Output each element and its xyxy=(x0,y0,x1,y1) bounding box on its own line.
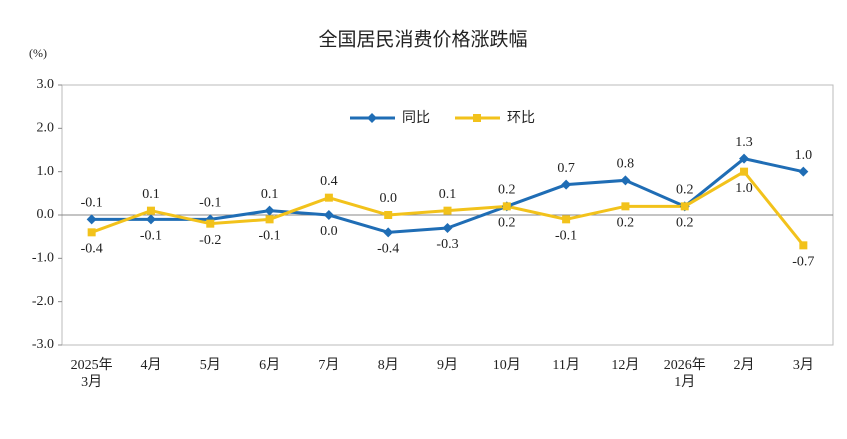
x-tick-label: 12月 xyxy=(611,358,640,373)
data-label: -0.1 xyxy=(140,229,162,244)
point xyxy=(383,227,394,238)
point xyxy=(739,153,750,164)
data-label: 1.0 xyxy=(795,148,813,163)
y-tick-label: 2.0 xyxy=(37,121,55,136)
point xyxy=(680,202,689,211)
y-axis-label: (%) xyxy=(29,46,47,60)
data-label: 0.1 xyxy=(142,187,160,202)
data-label: 0.2 xyxy=(676,216,694,231)
data-label: 0.4 xyxy=(320,174,338,189)
point xyxy=(384,211,393,219)
point xyxy=(562,215,571,224)
data-label: 1.0 xyxy=(735,181,753,196)
data-label: -0.1 xyxy=(555,229,577,244)
point xyxy=(798,166,809,177)
y-tick-label: 1.0 xyxy=(37,164,55,179)
point xyxy=(799,241,808,250)
data-label: -0.3 xyxy=(436,237,458,252)
data-label: -0.1 xyxy=(258,229,280,244)
data-label: -0.4 xyxy=(377,242,399,257)
x-tick-label: 5月 xyxy=(199,358,221,373)
y-tick-label: -3.0 xyxy=(32,337,54,352)
chart-title: 全国居民消费价格涨跌幅 xyxy=(318,29,527,51)
point xyxy=(145,214,156,225)
point xyxy=(206,219,215,228)
x-tick-label: 2025年 3月 xyxy=(70,358,113,390)
y-tick-label: -2.0 xyxy=(32,294,54,309)
x-tick-label: 2026年 1月 xyxy=(663,358,706,390)
point xyxy=(443,206,452,215)
legend-marker xyxy=(367,113,377,123)
x-tick-label: 7月 xyxy=(318,358,340,373)
x-tick-label: 3月 xyxy=(792,358,814,373)
x-tick-label: 6月 xyxy=(259,358,281,373)
data-label: 0.2 xyxy=(676,183,694,198)
point xyxy=(502,202,511,211)
data-label: 0.2 xyxy=(498,216,516,231)
legend-marker xyxy=(473,114,481,122)
data-label: 0.2 xyxy=(617,216,635,231)
x-tick-label: 4月 xyxy=(140,358,162,373)
data-label: 0.0 xyxy=(379,191,397,206)
point xyxy=(620,175,631,186)
data-label: 0.0 xyxy=(320,224,338,239)
y-tick-label: 0.0 xyxy=(37,207,55,222)
data-label: -0.1 xyxy=(81,196,103,211)
data-label: 0.7 xyxy=(557,161,575,176)
point xyxy=(740,167,749,176)
data-label: 0.2 xyxy=(498,183,516,198)
data-label: 1.3 xyxy=(735,135,753,150)
point xyxy=(86,214,97,225)
point xyxy=(264,205,275,216)
data-label: -0.4 xyxy=(81,242,103,257)
point xyxy=(323,210,334,220)
data-label: -0.7 xyxy=(792,255,814,270)
x-tick-label: 11月 xyxy=(552,358,580,373)
x-tick-label: 10月 xyxy=(492,358,521,373)
point xyxy=(442,223,453,233)
point xyxy=(324,193,333,202)
data-label: 0.1 xyxy=(439,187,457,202)
point xyxy=(561,179,572,190)
point xyxy=(621,202,630,211)
data-label: 0.1 xyxy=(261,187,279,202)
data-label: -0.1 xyxy=(199,196,221,211)
y-tick-label: -1.0 xyxy=(32,251,54,266)
point xyxy=(265,215,274,224)
data-label: -0.2 xyxy=(199,233,221,248)
x-tick-label: 2月 xyxy=(733,358,755,373)
legend-label: 同比 xyxy=(402,110,430,126)
point xyxy=(146,206,155,215)
y-tick-label: 3.0 xyxy=(37,77,55,92)
data-label: 0.8 xyxy=(617,157,635,172)
point xyxy=(87,228,96,237)
x-tick-label: 9月 xyxy=(437,358,458,373)
x-tick-label: 8月 xyxy=(377,358,399,373)
legend-label: 环比 xyxy=(507,110,535,126)
